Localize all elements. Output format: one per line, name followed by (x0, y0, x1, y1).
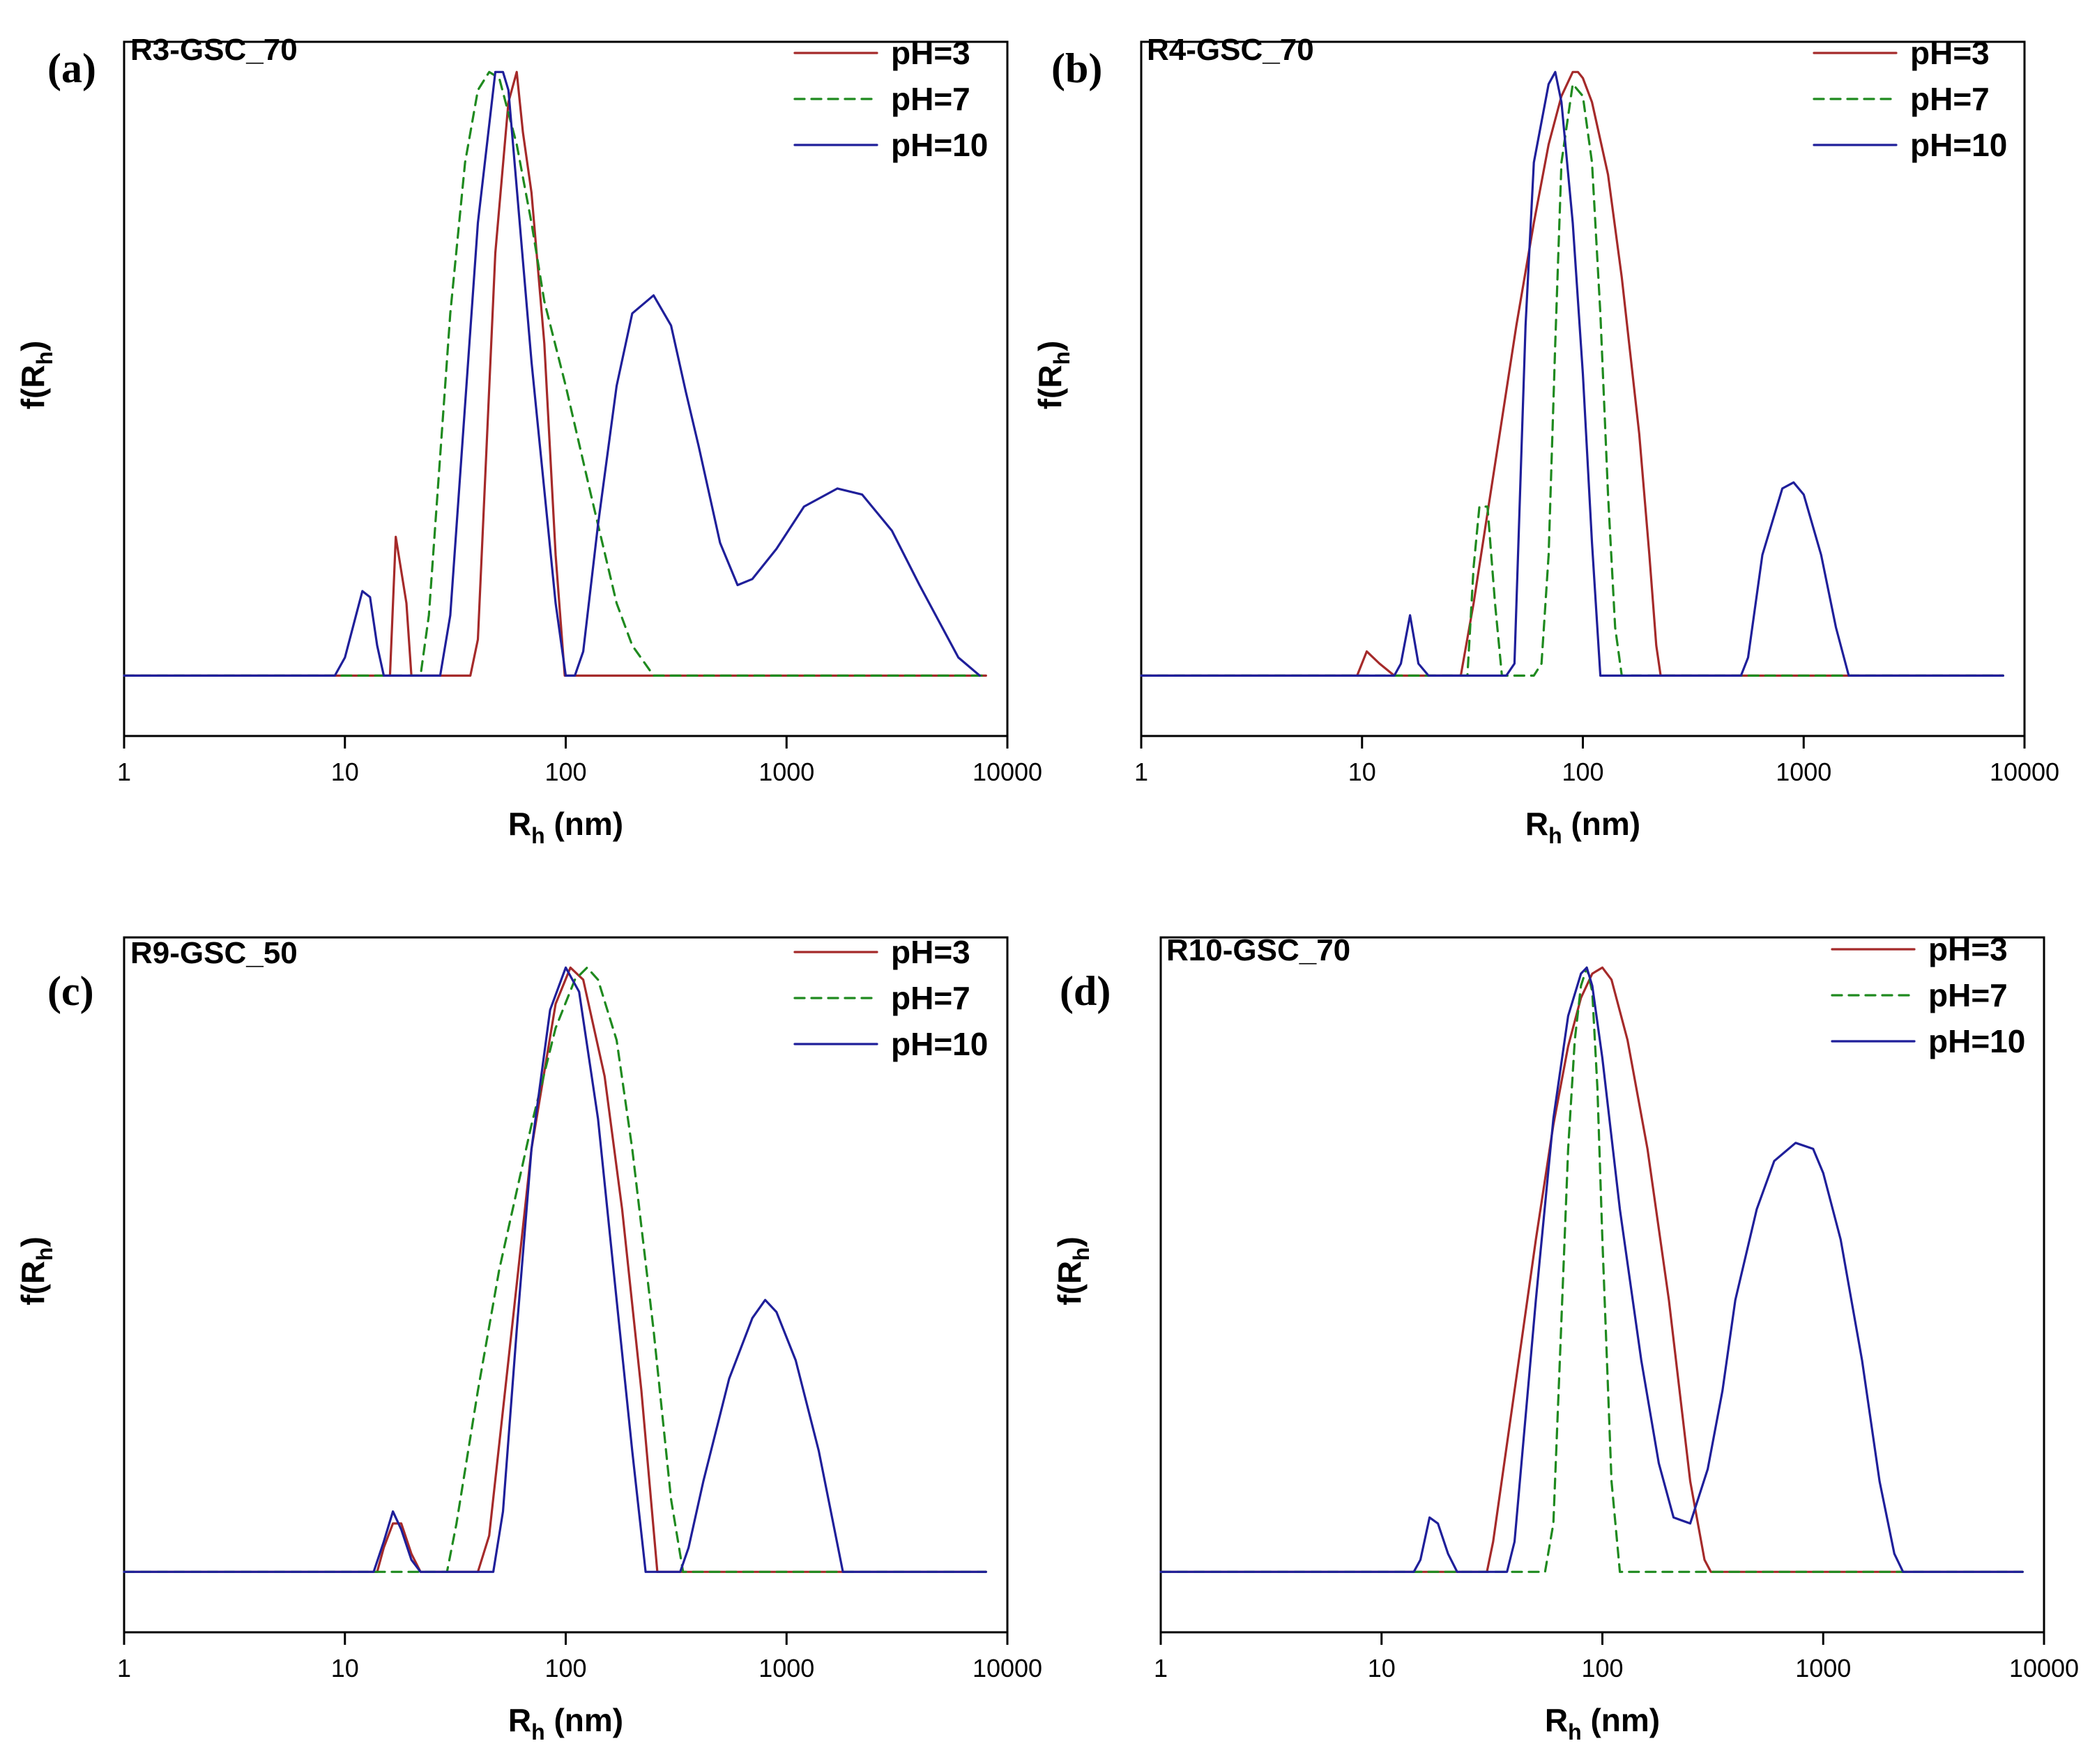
plot-frame (123, 936, 1009, 1634)
x-tick-label: 10 (331, 1654, 359, 1682)
panel-d: 1 10 100 1000 10000 Rh (nm) f(Rh) (d) R10-GSC_70… (1051, 931, 2079, 1744)
series-line-ph-3 (1140, 70, 2004, 677)
x-tick-label: 100 (1581, 1654, 1623, 1682)
chart-title: R10-GSC_70 (1166, 933, 1350, 967)
legend-label: pH=3 (891, 934, 970, 970)
series-line-ph-10 (123, 966, 987, 1573)
legend-label: pH=3 (1910, 35, 1990, 71)
x-tick-label: 10000 (2009, 1654, 2079, 1682)
panel-letter: (b) (1051, 45, 1102, 91)
series-line-ph-3 (1159, 966, 2024, 1573)
chart-title: R3-GSC_70 (130, 33, 298, 67)
chart-title: R9-GSC_50 (130, 936, 298, 970)
x-tick-label: 1 (1154, 1654, 1168, 1682)
x-tick-label: 100 (544, 1654, 586, 1682)
x-tick-label: 1 (1134, 758, 1148, 786)
legend-label: pH=10 (891, 1026, 988, 1062)
chart-title: R4-GSC_70 (1147, 33, 1314, 67)
x-axis-label: Rh (nm) (508, 1702, 623, 1744)
x-tick-label: 1000 (758, 1654, 814, 1682)
x-tick-label: 100 (1562, 758, 1603, 786)
legend-label: pH=10 (1928, 1023, 2025, 1059)
x-tick-label: 1 (117, 758, 131, 786)
x-tick-label: 1000 (1776, 758, 1831, 786)
series-line-ph-7 (1140, 83, 2004, 677)
panel-letter: (c) (47, 968, 94, 1014)
y-axis-label: f(Rh) (15, 1236, 57, 1305)
legend-label: pH=7 (1910, 81, 1990, 117)
series-line-ph-10 (1159, 966, 2024, 1573)
legend-label: pH=7 (891, 81, 970, 117)
legend-label: pH=3 (891, 35, 970, 71)
panel-letter: (a) (47, 45, 96, 91)
legend-label: pH=10 (1910, 127, 2007, 163)
x-tick-label: 1 (117, 1654, 131, 1682)
panel-letter: (d) (1060, 968, 1111, 1014)
series-line-ph-3 (123, 966, 987, 1573)
x-axis-label: Rh (nm) (508, 806, 623, 848)
series-line-ph-10 (1140, 70, 2004, 677)
series-line-ph-3 (123, 70, 987, 677)
x-tick-label: 1000 (1795, 1654, 1851, 1682)
y-axis-label: f(Rh) (1051, 1236, 1094, 1305)
x-tick-label: 10000 (973, 1654, 1042, 1682)
x-tick-label: 10 (1368, 1654, 1396, 1682)
legend-label: pH=7 (1928, 977, 2008, 1013)
series-line-ph-7 (1159, 966, 2024, 1573)
x-tick-label: 10000 (973, 758, 1042, 786)
x-tick-label: 100 (544, 758, 586, 786)
series-line-ph-7 (123, 70, 987, 677)
y-axis-label: f(Rh) (1032, 341, 1074, 410)
x-tick-label: 1000 (758, 758, 814, 786)
x-axis-label: Rh (nm) (1545, 1702, 1660, 1744)
x-tick-label: 10 (1348, 758, 1376, 786)
series-line-ph-10 (123, 70, 981, 677)
legend-label: pH=3 (1928, 931, 2008, 967)
series-line-ph-7 (123, 966, 987, 1573)
x-axis-label: Rh (nm) (1525, 806, 1640, 848)
legend-label: pH=10 (891, 127, 988, 163)
y-axis-label: f(Rh) (15, 341, 57, 410)
legend-label: pH=7 (891, 980, 970, 1016)
x-tick-label: 10000 (1990, 758, 2059, 786)
x-tick-label: 10 (331, 758, 359, 786)
